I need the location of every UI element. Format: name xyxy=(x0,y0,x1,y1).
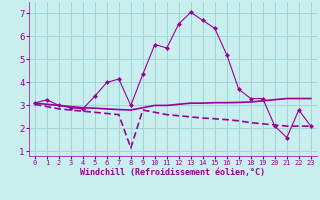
X-axis label: Windchill (Refroidissement éolien,°C): Windchill (Refroidissement éolien,°C) xyxy=(80,168,265,177)
